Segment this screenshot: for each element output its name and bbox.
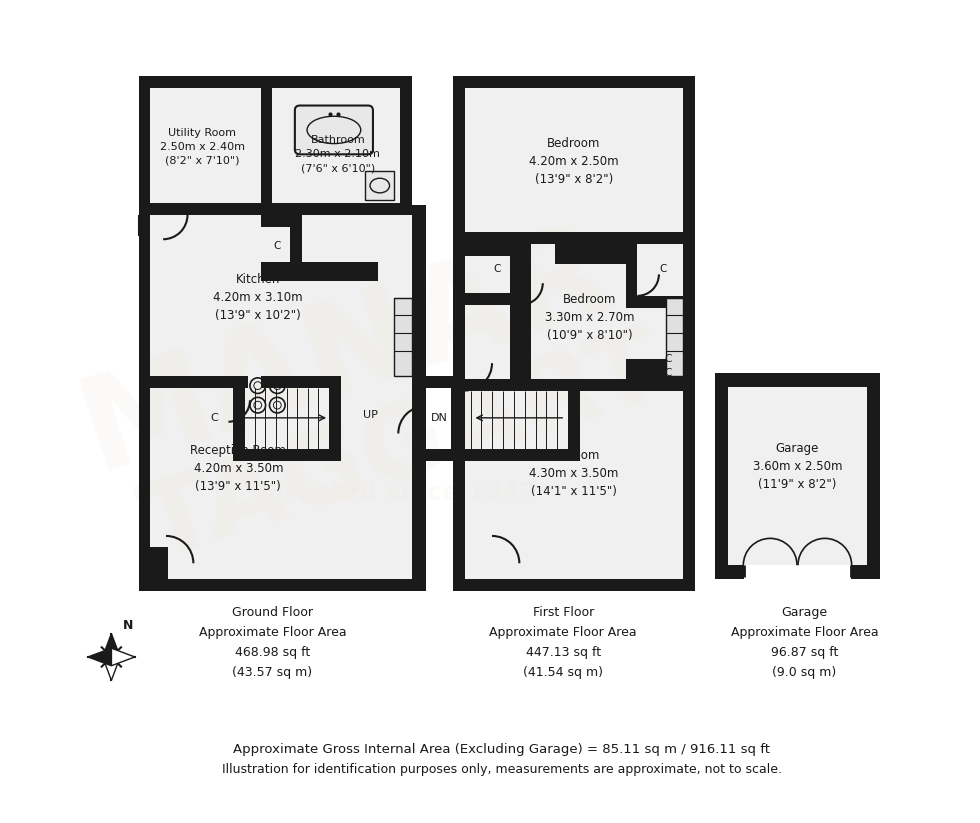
- Bar: [412, 449, 463, 461]
- Bar: [261, 215, 302, 226]
- Bar: [465, 293, 531, 305]
- Bar: [139, 551, 168, 591]
- Bar: [451, 376, 463, 461]
- Bar: [139, 376, 248, 388]
- Bar: [290, 215, 302, 278]
- Bar: [233, 379, 245, 461]
- Polygon shape: [103, 634, 121, 657]
- Bar: [261, 267, 302, 278]
- Bar: [139, 579, 412, 591]
- Text: C: C: [664, 368, 671, 378]
- Text: Bedroom
3.30m x 2.70m
(10'9" x 8'10"): Bedroom 3.30m x 2.70m (10'9" x 8'10"): [545, 293, 634, 342]
- Text: N: N: [123, 619, 133, 631]
- Bar: [714, 373, 728, 579]
- Bar: [139, 77, 263, 88]
- Bar: [728, 387, 866, 565]
- Text: C: C: [493, 263, 501, 273]
- Bar: [139, 546, 168, 591]
- Text: Ground Floor
Approximate Floor Area
468.98 sq ft
(43.57 sq m): Ground Floor Approximate Floor Area 468.…: [199, 606, 346, 679]
- Bar: [453, 579, 695, 591]
- Bar: [461, 77, 687, 244]
- Bar: [556, 232, 633, 263]
- Polygon shape: [112, 649, 135, 666]
- Bar: [261, 376, 341, 388]
- Bar: [625, 371, 695, 383]
- Bar: [461, 391, 687, 591]
- Bar: [625, 360, 695, 371]
- Bar: [519, 244, 531, 379]
- Bar: [329, 379, 341, 461]
- Bar: [465, 379, 580, 391]
- Text: Bedroom
4.30m x 3.50m
(14'1" x 11'5"): Bedroom 4.30m x 3.50m (14'1" x 11'5"): [529, 449, 618, 498]
- Text: C: C: [210, 413, 218, 423]
- Text: Utility Room
2.50m x 2.40m
(8'2" x 7'10"): Utility Room 2.50m x 2.40m (8'2" x 7'10"…: [160, 128, 245, 165]
- Bar: [412, 205, 425, 591]
- Bar: [261, 262, 378, 281]
- Bar: [139, 203, 412, 215]
- Bar: [665, 298, 683, 376]
- Text: TAGGART: TAGGART: [131, 318, 677, 581]
- Text: Approximate Gross Internal Area (Excluding Garage) = 85.11 sq m / 916.11 sq ft: Approximate Gross Internal Area (Excludi…: [233, 743, 770, 756]
- Bar: [412, 276, 425, 376]
- Bar: [625, 232, 637, 308]
- Text: Bedroom
4.20m x 2.50m
(13'9" x 8'2"): Bedroom 4.20m x 2.50m (13'9" x 8'2"): [529, 137, 618, 186]
- Bar: [866, 373, 880, 579]
- Bar: [412, 376, 463, 388]
- Text: C: C: [664, 354, 671, 365]
- Bar: [261, 77, 272, 215]
- Bar: [683, 77, 695, 591]
- Text: Trusted since 1947: Trusted since 1947: [271, 481, 537, 505]
- Bar: [465, 449, 580, 461]
- Bar: [465, 244, 521, 256]
- Bar: [852, 565, 880, 579]
- Bar: [139, 77, 412, 88]
- Polygon shape: [88, 649, 112, 666]
- FancyBboxPatch shape: [295, 105, 373, 155]
- Bar: [625, 295, 695, 308]
- Bar: [366, 171, 394, 200]
- Text: UP: UP: [364, 410, 378, 420]
- Text: Garage
3.60m x 2.50m
(11'9" x 8'2"): Garage 3.60m x 2.50m (11'9" x 8'2"): [753, 442, 842, 491]
- Polygon shape: [103, 657, 121, 681]
- Bar: [510, 244, 521, 379]
- Text: Bathroom
2.30m x 2.10m
(7'6" x 6'10"): Bathroom 2.30m x 2.10m (7'6" x 6'10"): [295, 135, 380, 174]
- Bar: [412, 205, 425, 276]
- Text: Illustration for identification purposes only, measurements are approximate, not: Illustration for identification purposes…: [221, 763, 782, 776]
- Text: DN: DN: [431, 413, 448, 423]
- Text: First Floor
Approximate Floor Area
447.13 sq ft
(41.54 sq m): First Floor Approximate Floor Area 447.1…: [489, 606, 637, 679]
- Text: C: C: [273, 241, 281, 251]
- Bar: [139, 77, 150, 591]
- Bar: [233, 449, 341, 461]
- Text: Garage
Approximate Floor Area
96.87 sq ft
(9.0 sq m): Garage Approximate Floor Area 96.87 sq f…: [730, 606, 878, 679]
- Bar: [147, 77, 412, 210]
- Text: Kitchen
4.20m x 3.10m
(13'9" x 10'2"): Kitchen 4.20m x 3.10m (13'9" x 10'2"): [213, 273, 303, 323]
- Bar: [465, 232, 695, 244]
- Bar: [625, 232, 695, 244]
- Bar: [394, 298, 412, 376]
- Bar: [453, 77, 695, 88]
- Bar: [714, 565, 744, 579]
- Ellipse shape: [307, 116, 361, 143]
- Bar: [147, 210, 425, 591]
- Bar: [168, 579, 191, 591]
- Bar: [465, 379, 695, 391]
- Text: MANAR: MANAR: [66, 207, 625, 496]
- Bar: [400, 77, 412, 205]
- Text: Reception Room
4.20m x 3.50m
(13'9" x 11'5"): Reception Room 4.20m x 3.50m (13'9" x 11…: [190, 444, 286, 493]
- Bar: [568, 391, 580, 461]
- Bar: [714, 373, 880, 387]
- Ellipse shape: [370, 179, 389, 193]
- Bar: [461, 244, 687, 391]
- Text: C: C: [660, 263, 666, 273]
- Bar: [453, 77, 465, 591]
